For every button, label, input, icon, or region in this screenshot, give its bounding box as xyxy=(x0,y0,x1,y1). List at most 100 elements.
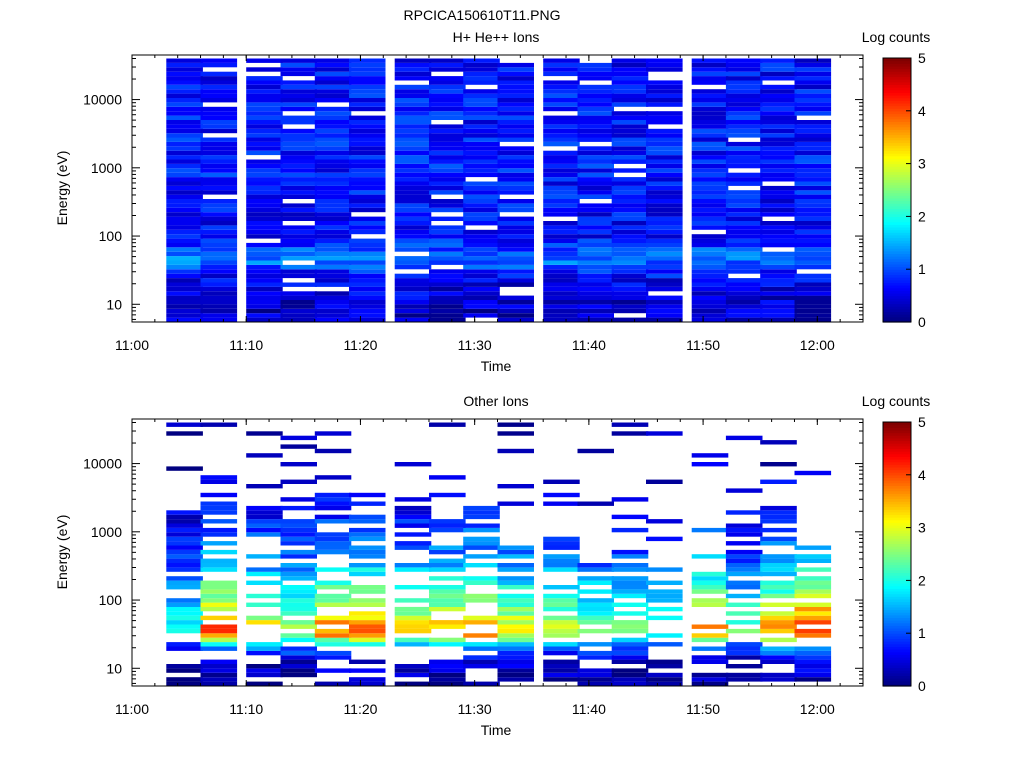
heatmap-cell xyxy=(349,207,386,213)
heatmap-cell xyxy=(611,278,649,283)
heatmap-cell xyxy=(463,238,500,243)
heatmap-cell xyxy=(349,554,386,559)
heatmap-cell xyxy=(725,541,763,546)
colorbar-step xyxy=(883,437,911,442)
heatmap-cell xyxy=(646,681,683,686)
heatmap-cell xyxy=(646,98,683,103)
heatmap-cell xyxy=(314,133,352,138)
heatmap-cell xyxy=(463,124,500,129)
heatmap-cell xyxy=(611,300,649,305)
colorbar-step xyxy=(883,635,911,640)
heatmap-cell xyxy=(497,633,534,638)
heatmap-cell xyxy=(463,181,500,186)
heatmap-cell xyxy=(349,659,386,664)
heatmap-cell xyxy=(166,229,203,235)
heatmap-cell xyxy=(394,624,432,629)
heatmap-cell xyxy=(394,247,432,252)
heatmap-cell xyxy=(349,194,386,199)
colorbar-step xyxy=(883,131,911,136)
heatmap-cell xyxy=(725,620,763,625)
heatmap-cell xyxy=(463,128,500,134)
heatmap-cell xyxy=(280,150,317,156)
heatmap-cell xyxy=(200,492,238,498)
heatmap-cell xyxy=(429,282,466,287)
heatmap-cell xyxy=(246,282,283,287)
heatmap-cell xyxy=(611,247,649,252)
heatmap-cell xyxy=(611,295,649,300)
colorbar-step xyxy=(883,577,911,581)
heatmap-cell xyxy=(543,615,580,621)
heatmap-cell xyxy=(543,501,580,506)
heatmap-cell xyxy=(577,225,614,230)
heatmap-cell xyxy=(497,71,534,77)
heatmap-cell xyxy=(349,567,386,572)
heatmap-cell xyxy=(280,168,317,173)
heatmap-cell xyxy=(246,532,283,537)
heatmap-cell xyxy=(166,536,203,542)
heatmap-cell xyxy=(611,549,649,555)
heatmap-cell xyxy=(646,225,683,230)
colorbar-step xyxy=(883,150,911,154)
heatmap-cell xyxy=(611,120,649,125)
heatmap-cell xyxy=(760,260,797,265)
heatmap-cell xyxy=(497,199,534,204)
heatmap-cell xyxy=(394,615,432,621)
heatmap-cell xyxy=(794,216,832,221)
heatmap-cell xyxy=(760,194,797,199)
heatmap-cell xyxy=(691,190,729,195)
heatmap-cell xyxy=(794,190,832,195)
heatmap-cell xyxy=(166,106,203,112)
heatmap-cell xyxy=(577,137,614,142)
heatmap-cell xyxy=(646,111,683,116)
heatmap-cell xyxy=(280,624,317,629)
colorbar-step xyxy=(883,656,911,661)
heatmap-cell xyxy=(349,181,386,186)
heatmap-cell xyxy=(497,278,534,283)
heatmap-cell xyxy=(246,304,283,309)
heatmap-cell xyxy=(691,216,729,221)
colorbar-frame xyxy=(882,421,912,687)
y-tick-label: 10 xyxy=(106,660,122,676)
colorbar-step xyxy=(883,295,911,299)
heatmap-cell xyxy=(463,133,500,138)
heatmap-cell xyxy=(760,440,797,445)
colorbar-step xyxy=(883,506,911,510)
heatmap-cell xyxy=(280,637,317,643)
heatmap-cell xyxy=(725,554,763,559)
heatmap-cell xyxy=(166,203,203,208)
heatmap-cell xyxy=(166,102,203,107)
heatmap-cell xyxy=(543,264,580,270)
heatmap-cell xyxy=(166,194,203,199)
heatmap-cell xyxy=(200,278,238,283)
heatmap-cell xyxy=(429,159,466,164)
heatmap-cell xyxy=(725,291,763,296)
heatmap-cell xyxy=(314,681,352,686)
heatmap-cell xyxy=(349,76,386,81)
heatmap-cell xyxy=(349,172,386,178)
heatmap-cell xyxy=(691,137,729,142)
heatmap-cell xyxy=(394,62,432,68)
colorbar-step xyxy=(883,443,911,447)
heatmap-cell xyxy=(349,146,386,151)
heatmap-cell xyxy=(166,602,203,607)
heatmap-cell xyxy=(246,84,283,90)
heatmap-cell xyxy=(394,106,432,112)
heatmap-cell xyxy=(166,585,203,590)
heatmap-cell xyxy=(463,523,500,528)
heatmap-cell xyxy=(200,89,238,94)
colorbar-step xyxy=(883,208,911,212)
heatmap-cell xyxy=(314,549,352,555)
heatmap-cell xyxy=(646,659,683,664)
heatmap-cell xyxy=(577,146,614,151)
heatmap-cell xyxy=(497,150,534,156)
heatmap-cell xyxy=(314,264,352,270)
heatmap-cell xyxy=(246,505,283,511)
heatmap-cell xyxy=(429,659,466,664)
heatmap-cell xyxy=(394,664,432,669)
heatmap-cell xyxy=(543,291,580,296)
heatmap-cell xyxy=(200,221,238,226)
heatmap-cell xyxy=(280,203,317,208)
heatmap-cell xyxy=(280,177,317,182)
heatmap-cell xyxy=(463,642,500,647)
heatmap-cell xyxy=(794,229,832,235)
